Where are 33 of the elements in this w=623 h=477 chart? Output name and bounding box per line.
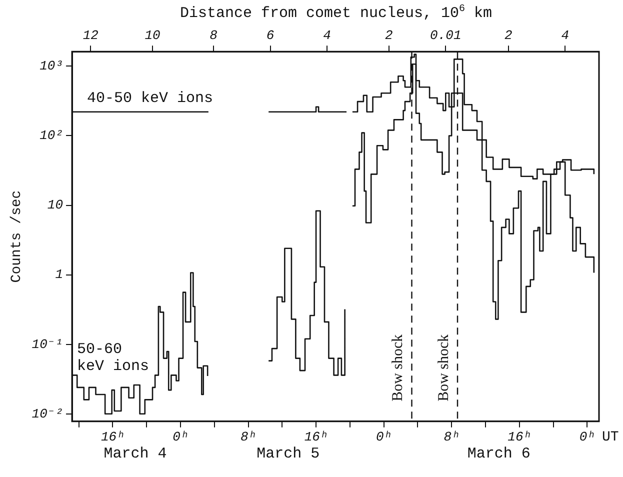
ref-line-label: Bow shock	[390, 334, 406, 402]
x2-tick-label: 6	[266, 28, 274, 44]
y-tick-label: 10²	[40, 128, 64, 144]
x2-tick-label: 10	[144, 28, 161, 44]
x2-tick-label: 8	[210, 28, 218, 44]
x-tick-label: 16ʰ	[304, 430, 328, 445]
text: March 6	[467, 445, 530, 462]
x2-tick-label: 2	[504, 28, 512, 44]
y-axis-title: Counts /sec	[9, 190, 26, 283]
y-tick-label: 10⁻²	[32, 406, 64, 422]
y-tick-label: 10⁻¹	[32, 336, 64, 352]
x-axis-title: UT	[602, 429, 619, 446]
x-tick-label: 0ʰ	[376, 430, 392, 445]
x-tick-label: 8ʰ	[444, 430, 460, 445]
x2-tick-label: 12	[82, 28, 99, 44]
text: March 4	[104, 445, 167, 462]
x-tick-label: 16ʰ	[508, 430, 532, 445]
x-tick-label: 16ʰ	[100, 430, 124, 445]
y-tick-label: 10³	[40, 58, 64, 74]
series-label: 50-60 keV ions	[77, 341, 150, 376]
x-tick-label: 8ʰ	[240, 430, 256, 445]
x2-tick-label: 2	[384, 28, 393, 44]
x2-tick-label: 4	[323, 28, 332, 44]
ref-line-label: Bow shock	[436, 334, 452, 402]
x2-tick-label: 4	[561, 28, 570, 44]
series-label: 40-50 keV ions	[87, 90, 214, 107]
x2-tick-label: 0.01	[430, 28, 462, 44]
x-tick-label: 0ʰ	[579, 430, 595, 445]
x2-axis-title: Distance from comet nucleus, 10$^{6}$ km	[178, 4, 494, 22]
y-tick-label: 1	[55, 267, 64, 282]
x-tick-label: 0ʰ	[172, 430, 188, 445]
text: March 5	[256, 445, 320, 462]
y-tick-label: 10	[47, 198, 64, 213]
